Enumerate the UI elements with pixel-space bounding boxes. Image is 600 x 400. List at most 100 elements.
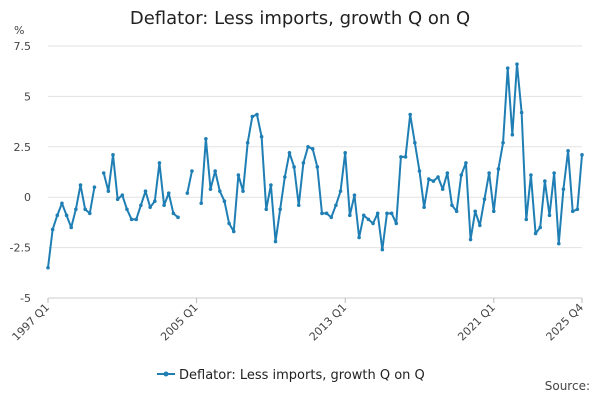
data-point [157,161,162,165]
data-point [245,140,250,145]
series-points [46,62,584,270]
data-point [510,132,515,137]
data-point [176,215,180,220]
data-point [287,151,292,155]
data-point [125,207,129,212]
data-point [515,62,519,66]
data-point [78,183,83,187]
data-point [343,151,347,155]
source-label: Source: [544,379,590,393]
data-point [375,211,380,216]
data-point [101,171,106,175]
data-point [371,221,375,226]
data-point [487,171,491,175]
data-point [482,197,487,202]
data-point [218,189,222,193]
y-tick-label: 5 [24,90,31,103]
data-point [566,149,570,153]
data-point [296,203,301,208]
data-point [324,211,329,216]
data-point [547,213,552,218]
series-lines [47,63,583,268]
data-point [92,185,97,189]
data-point [454,209,459,214]
data-point [208,187,213,191]
data-point [491,209,496,214]
data-point [143,189,148,193]
data-point [366,217,371,222]
data-point [334,203,338,208]
data-point [64,213,69,218]
data-point [153,199,157,204]
data-point [111,153,115,157]
data-point [580,153,584,157]
data-point [361,213,366,218]
data-point [352,193,357,197]
series-line-segment [186,170,193,194]
data-point [408,112,412,117]
data-point [403,155,408,159]
data-point [213,169,217,173]
data-point [385,211,389,216]
data-point [329,215,334,220]
data-point [543,179,547,183]
x-axis-ticks: 1997 Q1 2005 Q1 2013 Q1 2021 Q1 2025 Q4 [10,298,587,344]
data-point [120,193,125,197]
data-point [436,175,440,179]
data-point [459,173,464,177]
x-tick-label: 2025 Q4 [544,301,587,344]
legend[interactable]: Deflator: Less imports, growth Q on Q [157,368,425,383]
data-point [570,209,575,214]
data-point [431,179,436,183]
series-line-segment [200,63,583,251]
data-point [561,187,566,191]
data-point [320,211,324,216]
data-point [468,237,473,242]
data-point [273,239,278,244]
data-point [496,167,501,171]
y-tick-label: -5 [20,292,31,305]
data-point [283,175,287,179]
x-tick-label: 1997 Q1 [10,301,53,344]
data-point [259,134,264,139]
data-point [264,207,269,212]
data-point [139,203,143,208]
data-point [440,187,445,191]
data-point [190,169,194,173]
data-point [87,211,92,216]
data-point [505,66,510,70]
y-axis-label: % [14,24,24,37]
data-point [222,199,227,204]
data-point [134,217,139,222]
data-point [417,169,422,173]
data-point [306,145,310,149]
data-point [529,173,533,177]
data-point [255,112,259,117]
data-point [426,177,431,181]
data-point [269,183,273,187]
data-point [478,223,482,228]
data-point [524,217,529,222]
data-point [315,165,320,169]
y-tick-label: 7.5 [14,40,32,53]
data-point [148,205,152,210]
x-tick-label: 2021 Q1 [455,301,498,344]
data-point [413,140,417,145]
data-point [74,207,78,212]
legend-swatch-marker [163,371,169,377]
data-point [357,235,361,240]
data-point [538,225,543,230]
data-point [556,241,561,246]
data-point [166,191,171,195]
y-tick-label: 2.5 [14,141,32,154]
data-point [227,221,231,226]
data-point [389,211,394,216]
data-point [50,227,55,232]
data-point [69,225,74,230]
data-point [422,205,426,210]
data-point [552,171,556,175]
data-point [399,155,403,159]
data-point [129,217,134,222]
data-point [310,147,315,151]
